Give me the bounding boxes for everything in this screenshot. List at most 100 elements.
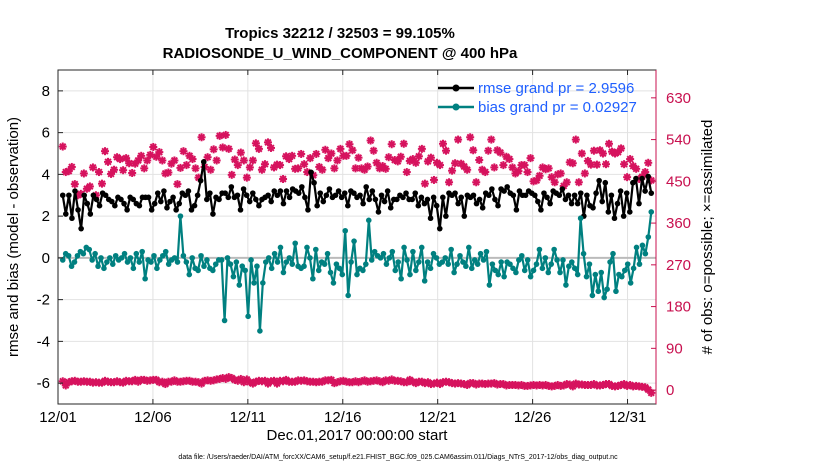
bias-point	[327, 269, 334, 276]
obs-possible-upper-marker	[279, 175, 288, 184]
rmse-point	[90, 192, 97, 199]
rmse-point	[605, 209, 612, 215]
rmse-point	[363, 184, 369, 190]
rmse-point	[626, 209, 633, 215]
obs-possible-upper-marker	[239, 156, 248, 165]
bias-point	[89, 257, 95, 263]
obs-possible-upper-marker	[146, 150, 155, 159]
rmse-point	[501, 188, 507, 194]
bias-point	[95, 263, 101, 270]
obs-possible-upper-marker	[218, 143, 227, 152]
rmse-point	[415, 202, 422, 209]
rmse-point	[200, 159, 207, 165]
bias-point	[442, 255, 449, 261]
bias-point	[230, 273, 237, 280]
rmse-point	[375, 209, 382, 215]
rmse-point	[617, 188, 624, 194]
obs-possible-upper-marker	[414, 152, 423, 161]
bias-point	[324, 250, 331, 257]
y-tick-label: 6	[42, 125, 50, 142]
rmse-point	[418, 194, 425, 201]
bias-point	[613, 288, 619, 295]
bias-point	[348, 259, 354, 265]
legend-rmse-marker	[452, 84, 460, 92]
obs-possible-upper-marker	[526, 154, 535, 163]
obs-possible-upper-marker	[402, 168, 411, 177]
obs-possible-upper-marker	[472, 178, 481, 187]
obs-possible-upper-marker	[155, 148, 164, 157]
obs-possible-upper-marker	[119, 166, 128, 175]
obs-possible-upper-marker	[236, 148, 245, 157]
bias-point	[407, 271, 413, 278]
bias-point	[595, 288, 602, 295]
bias-point	[389, 248, 396, 255]
bias-point	[121, 250, 128, 257]
rmse-point	[271, 188, 278, 194]
bias-point	[507, 261, 513, 267]
rmse-point	[633, 175, 639, 182]
obs-possible-upper-marker	[170, 156, 179, 165]
rmse-point	[299, 184, 305, 190]
rmse-point	[593, 190, 599, 196]
y-right-tick-label: 90	[666, 340, 683, 357]
bias-point	[607, 259, 613, 265]
y-tick-label: 8	[42, 83, 50, 100]
rmse-point	[547, 200, 553, 207]
rmse-point	[409, 196, 415, 203]
legend-bias-label: bias grand pr = 0.02927	[478, 99, 637, 116]
rmse-point	[372, 196, 379, 203]
rmse-point	[274, 192, 281, 199]
obs-possible-upper-marker	[577, 149, 586, 158]
bias-series-line	[61, 211, 653, 332]
rmse-point	[568, 200, 575, 207]
obs-possible-upper-marker	[122, 154, 131, 163]
bias-point	[645, 234, 652, 240]
bias-point	[489, 261, 496, 267]
obs-possible-upper-marker	[164, 168, 173, 177]
rmse-point	[145, 194, 152, 201]
data-file-footer: data file: /Users/raeder/DAI/ATM_forcXX/…	[178, 454, 618, 461]
rmse-point	[400, 194, 406, 201]
obs-possible-upper-marker	[300, 160, 309, 169]
legend: rmse grand pr = 2.9596 bias grand pr = 0…	[438, 80, 637, 116]
bias-point	[136, 259, 143, 265]
rmse-point	[210, 211, 216, 217]
bias-point	[195, 267, 201, 274]
bias-point	[368, 257, 375, 263]
rmse-point	[314, 202, 320, 209]
y-tick-label: -2	[37, 292, 50, 309]
bias-point	[283, 259, 290, 265]
bias-point	[86, 246, 93, 253]
rmse-point	[559, 186, 566, 192]
bias-point	[315, 267, 322, 274]
rmse-point	[194, 192, 201, 199]
rmse-point	[185, 188, 192, 194]
y-right-tick-label: 360	[666, 215, 691, 232]
bias-point	[233, 259, 240, 265]
y-right-tick-label: 450	[666, 173, 691, 190]
bias-point	[518, 252, 525, 259]
obs-possible-upper-marker	[399, 139, 408, 148]
bias-point	[218, 257, 225, 263]
bias-point	[236, 282, 243, 288]
rmse-point	[620, 213, 627, 219]
rmse-point	[268, 198, 274, 205]
bias-point	[460, 259, 466, 265]
bias-point	[98, 255, 104, 261]
bias-point	[395, 259, 401, 265]
bias-point	[180, 252, 187, 259]
bias-point	[386, 255, 393, 261]
rmse-point	[151, 200, 158, 207]
obs-possible-upper-marker	[463, 165, 472, 174]
rmse-point	[495, 202, 501, 209]
rmse-point	[164, 204, 170, 211]
bias-point	[586, 261, 593, 267]
obs-possible-upper-marker	[387, 140, 396, 149]
rmse-point	[302, 194, 308, 201]
obs-possible-upper-marker	[312, 149, 321, 158]
bias-point	[174, 259, 181, 265]
obs-possible-upper-marker	[556, 169, 565, 178]
obs-possible-upper-marker	[288, 151, 297, 160]
rmse-point	[78, 225, 84, 232]
rmse-point	[317, 190, 324, 196]
